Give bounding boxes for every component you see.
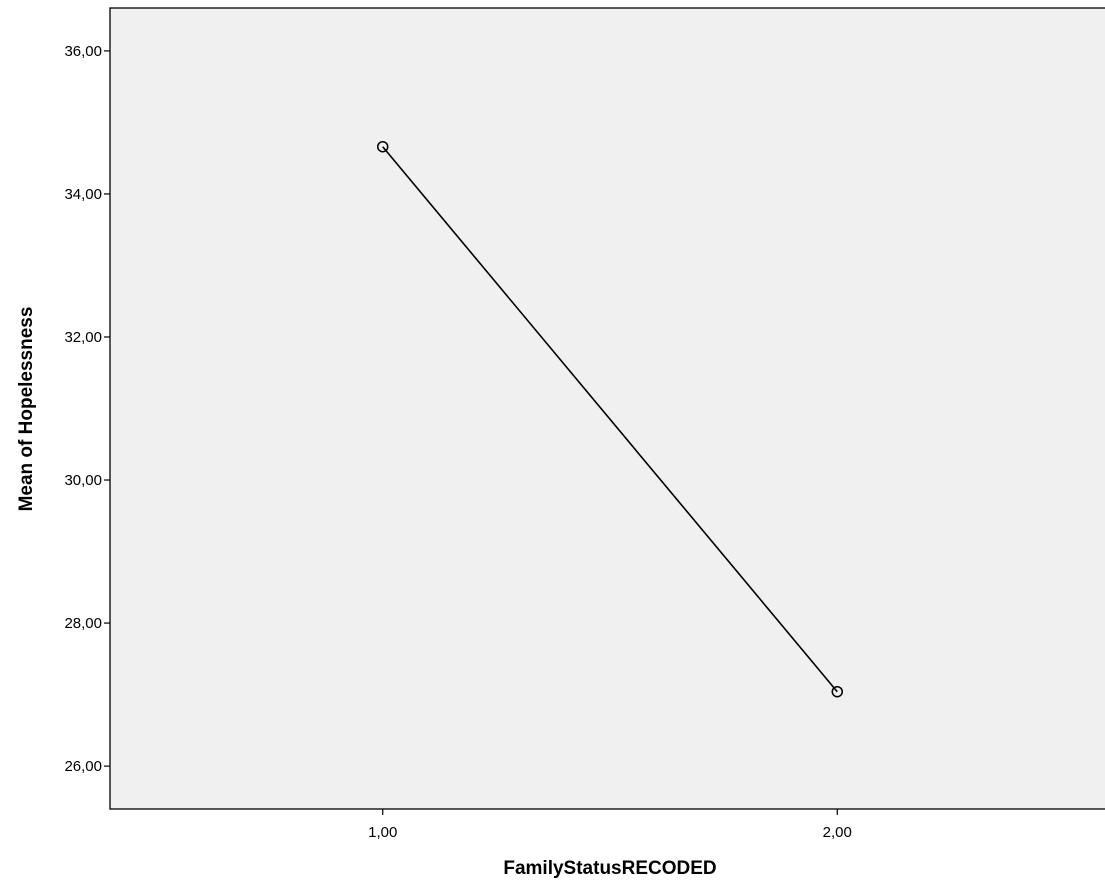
y-tick-label: 34,00 (64, 186, 102, 203)
data-point (376, 140, 389, 153)
y-axis-title: Mean of Hopelessness (16, 307, 37, 512)
y-tick-label: 32,00 (64, 329, 102, 346)
x-tick-label: 1,00 (368, 824, 397, 841)
y-tick-label: 36,00 (64, 43, 102, 60)
data-point (831, 685, 844, 698)
y-tick-label: 28,00 (64, 615, 102, 632)
y-tick-label: 30,00 (64, 472, 102, 489)
series-layer (376, 140, 844, 698)
series-line (382, 146, 838, 693)
plot-area (109, 7, 1105, 810)
x-tick-label: 2,00 (823, 824, 852, 841)
y-tick-label: 26,00 (64, 758, 102, 775)
x-axis-title: FamilyStatusRECODED (503, 858, 716, 879)
y-axis: 26,00 28,00 30,00 32,00 34,00 36,00 (64, 43, 110, 775)
x-axis: 1,00 2,00 (368, 809, 852, 841)
